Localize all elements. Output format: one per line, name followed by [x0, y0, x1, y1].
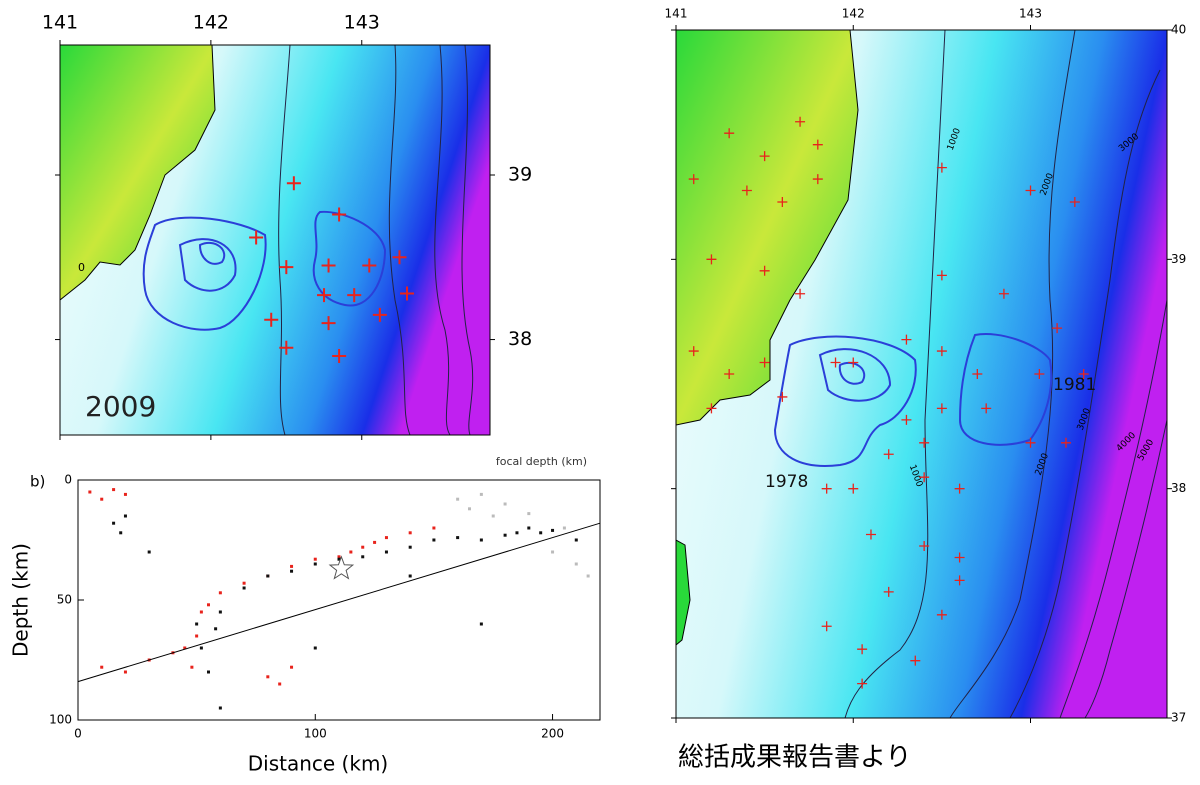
hypocenter: [290, 666, 293, 669]
x-tick-label: 141: [665, 7, 688, 21]
hypocenter: [492, 515, 495, 518]
hypocenter: [468, 507, 471, 510]
hypocenter: [243, 587, 246, 590]
hypocenter: [504, 503, 507, 506]
hypocenter: [290, 570, 293, 573]
hypocenter: [214, 627, 217, 630]
hypocenter: [551, 529, 554, 532]
hypocenter: [290, 565, 293, 568]
hypocenter: [124, 671, 127, 674]
hypocenter: [219, 611, 222, 614]
hypocenter: [480, 539, 483, 542]
x-tick-label: 142: [842, 7, 865, 21]
hypocenter: [200, 611, 203, 614]
hypocenter: [195, 623, 198, 626]
hypocenter: [314, 563, 317, 566]
hypocenter: [266, 675, 269, 678]
hypocenter: [409, 575, 412, 578]
year-label: 1981: [1053, 375, 1096, 395]
hypocenter: [563, 527, 566, 530]
hypocenter: [480, 493, 483, 496]
x-tick-label: 141: [42, 12, 78, 34]
y-tick-label: 50: [57, 593, 72, 607]
hypocenter: [515, 531, 518, 534]
hypocenter: [480, 623, 483, 626]
x-tick-label: 200: [541, 727, 564, 741]
plot-frame: [78, 480, 600, 720]
hypocenter: [432, 527, 435, 530]
hypocenter: [314, 647, 317, 650]
y-tick-label: 39: [1171, 252, 1186, 266]
hypocenter: [551, 551, 554, 554]
hypocenter: [527, 527, 530, 530]
x-tick-label: 0: [74, 727, 82, 741]
hypocenter: [409, 546, 412, 549]
y-tick-label: 38: [508, 328, 532, 350]
x-tick-label: 143: [1019, 7, 1042, 21]
panel-label: b): [30, 473, 45, 491]
hypocenter: [219, 707, 222, 710]
right-map: 1000 2000 3000 4000 5000 1000 2000 3000 …: [676, 30, 1167, 718]
hypocenter: [587, 575, 590, 578]
year-label: 1978: [765, 472, 808, 492]
caption: 総括成果報告書より: [678, 743, 911, 773]
hypocenter: [112, 522, 115, 525]
hypocenter: [456, 536, 459, 539]
legend-text: focal depth (km): [496, 455, 587, 468]
hypocenter: [539, 531, 542, 534]
hypocenter: [575, 539, 578, 542]
x-label: Distance (km): [248, 752, 388, 776]
y-tick-label: 40: [1171, 23, 1186, 37]
hypocenter: [195, 635, 198, 638]
hypocenter: [527, 512, 530, 515]
hypocenter: [349, 551, 352, 554]
hypocenter: [190, 666, 193, 669]
hypocenter: [243, 582, 246, 585]
hypocenter: [373, 541, 376, 544]
y-tick-label: 37: [1171, 711, 1186, 725]
hypocenter: [124, 493, 127, 496]
hypocenter: [456, 498, 459, 501]
x-tick-label: 143: [344, 12, 380, 34]
left-map: 0 2009: [60, 45, 490, 435]
contour-label: 0: [78, 261, 85, 274]
y-tick-label: 38: [1171, 481, 1186, 495]
y-tick-label: 100: [49, 713, 72, 727]
hypocenter: [385, 551, 388, 554]
hypocenter: [575, 563, 578, 566]
hypocenter: [314, 558, 317, 561]
figure: 0 2009 b) focal depth (km) Depth (km) Di…: [0, 0, 1200, 781]
hypocenter: [385, 536, 388, 539]
y-tick-label: 39: [508, 164, 532, 186]
hypocenter: [207, 671, 210, 674]
x-tick-label: 142: [193, 12, 229, 34]
hypocenter: [361, 546, 364, 549]
hypocenter: [504, 534, 507, 537]
hypocenter: [409, 531, 412, 534]
hypocenter: [432, 539, 435, 542]
hypocenter: [278, 683, 281, 686]
hypocenter: [124, 515, 127, 518]
hypocenter: [119, 531, 122, 534]
hypocenter: [88, 491, 91, 494]
hypocenter: [219, 591, 222, 594]
x-tick-label: 100: [304, 727, 327, 741]
hypocenter: [200, 647, 203, 650]
y-label: Depth (km): [9, 543, 33, 657]
year-label: 2009: [85, 390, 156, 423]
hypocenter: [112, 488, 115, 491]
y-tick-label: 0: [64, 473, 72, 487]
hypocenter: [100, 498, 103, 501]
hypocenter: [148, 551, 151, 554]
hypocenter: [100, 666, 103, 669]
hypocenter: [266, 575, 269, 578]
hypocenter: [207, 603, 210, 606]
hypocenter: [361, 555, 364, 558]
